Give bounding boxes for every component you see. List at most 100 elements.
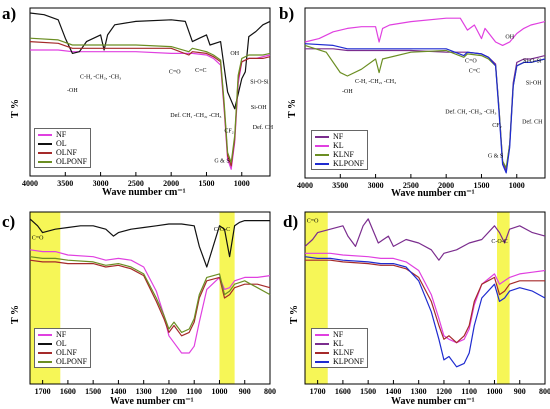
plot-frame xyxy=(29,7,271,177)
legend-item: NF xyxy=(315,132,364,141)
plot-frame xyxy=(304,7,546,179)
annotation-label: -OH xyxy=(67,88,78,94)
x-tick-label: 1300 xyxy=(136,387,152,396)
legend-swatch xyxy=(38,360,52,363)
legend-item: OLPONF xyxy=(38,157,87,166)
legend-swatch xyxy=(38,142,52,145)
x-tick-label: 1000 xyxy=(234,179,250,188)
x-tick-label: 1400 xyxy=(385,387,401,396)
legend-item: KLPONF xyxy=(315,357,364,366)
annotation-label: Si-O-Si xyxy=(523,58,542,64)
series-line-nf xyxy=(305,252,546,344)
x-tick-label: 1200 xyxy=(161,387,177,396)
x-tick-label: 3000 xyxy=(368,181,384,190)
x-tick-label: 1000 xyxy=(211,387,227,396)
series-line-klponf xyxy=(304,43,546,174)
legend-swatch xyxy=(315,351,329,354)
x-tick-label: 1500 xyxy=(473,181,489,190)
legend-swatch xyxy=(315,360,329,363)
x-tick-label: 1500 xyxy=(85,387,101,396)
legend-swatch xyxy=(38,151,52,154)
x-axis-label: Wave number cm⁻¹ xyxy=(102,187,186,198)
legend-swatch xyxy=(315,135,329,138)
panel-c: c) T % 1700 1600 1500 1400 1300 1200 1100 1000 9… xyxy=(0,204,276,409)
legend-label: KLPONF xyxy=(333,357,365,366)
legend-label: OLNF xyxy=(56,348,77,357)
series-line-klponf xyxy=(304,256,546,368)
annotation-label: Def. CH xyxy=(253,124,274,131)
annotation-label: C-O-C xyxy=(214,227,230,233)
legend-item: NF xyxy=(38,330,87,339)
x-tick-label: 1000 xyxy=(509,181,525,190)
highlight-band xyxy=(497,212,510,384)
annotation-label: G & S xyxy=(488,154,503,160)
panel-a: a) T % 4000 3500 3000 2500 2000 1500 1000 -OH C-… xyxy=(0,0,275,200)
legend-swatch xyxy=(315,333,329,336)
x-tick-label: 3500 xyxy=(57,179,73,188)
series-line-klnf xyxy=(305,259,545,344)
legend-item: OLNF xyxy=(38,348,87,357)
x-tick-label: 4000 xyxy=(297,181,313,190)
legend-swatch xyxy=(315,153,329,156)
annotation-label: C-O-C xyxy=(491,239,507,245)
x-tick-label: 2500 xyxy=(128,179,144,188)
x-tick-label: 2500 xyxy=(403,181,419,190)
legend-item: NF xyxy=(315,330,364,339)
annotation-label: -OH xyxy=(342,89,353,95)
annotation-label: OH xyxy=(505,35,514,41)
annotation-label: C=C xyxy=(469,69,480,75)
legend-swatch xyxy=(315,144,329,147)
annotation-label: Def. CH xyxy=(522,119,543,126)
legend-label: KLPONF xyxy=(333,159,365,168)
series-line-nf xyxy=(29,249,271,354)
chart-svg: 1700 1600 1500 1400 1300 1200 1100 1000 900 800 C=… xyxy=(304,211,550,396)
x-tick-label: 900 xyxy=(239,387,251,396)
series-line-olponf xyxy=(29,256,271,333)
annotation-label: CF₂ xyxy=(492,123,501,129)
legend-label: OLPONF xyxy=(56,357,88,366)
series-line-olponf xyxy=(29,37,271,164)
series-line-ol xyxy=(29,218,270,268)
legend: NF KL KLNF KLPONF xyxy=(311,130,369,170)
chart-svg: 4000 3500 3000 2500 2000 1500 1000-OHC-H, -CH₂… xyxy=(297,7,546,190)
x-tick-label: 2000 xyxy=(163,179,179,188)
x-tick-label: 1300 xyxy=(411,387,427,396)
legend-swatch xyxy=(315,342,329,345)
x-tick-label: 800 xyxy=(264,387,276,396)
annotation-label: C-H, -CH₂, -CH₃ xyxy=(355,79,396,85)
legend-label: KL xyxy=(333,141,344,150)
x-axis-label: Wave number cm⁻¹ xyxy=(110,396,194,407)
x-tick-label: 1600 xyxy=(60,387,76,396)
legend-label: KLNF xyxy=(333,348,354,357)
x-tick-label: 1000 xyxy=(486,387,502,396)
legend-swatch xyxy=(38,133,52,136)
panel-label: a) xyxy=(2,4,17,23)
legend: NF OL OLNF OLPONF xyxy=(34,128,92,168)
annotation-label: Si-OH xyxy=(251,105,267,111)
chart-svg: 4000 3500 3000 2500 2000 1500 1000-OHC-H, -CH₂… xyxy=(22,7,274,188)
x-axis-label: Wave number cm⁻¹ xyxy=(391,188,475,199)
series-line-kl xyxy=(304,218,546,261)
panel-b: b) T % 4000 3500 3000 2500 2000 1500 1000 -OH C-… xyxy=(275,0,550,200)
annotation-label: Si-OH xyxy=(526,81,542,87)
legend-label: OLPONF xyxy=(56,157,88,166)
x-tick-label: 800 xyxy=(539,387,550,396)
plot-frame xyxy=(29,211,271,385)
legend-label: OLNF xyxy=(56,148,77,157)
annotation-label: C-H, -CH₂, -CH₃ xyxy=(80,75,121,81)
legend-item: NF xyxy=(38,130,87,139)
panel-label: d) xyxy=(283,212,299,231)
legend: NF OL OLNF OLPONF xyxy=(34,328,92,368)
series-line-ol xyxy=(29,12,271,110)
annotation-label: CF₂ xyxy=(224,128,233,134)
x-tick-label: 1600 xyxy=(335,387,351,396)
legend-label: KLNF xyxy=(333,150,354,159)
x-tick-label: 3000 xyxy=(93,179,109,188)
annotation-label: Def. CH, -CH₂, -CH₃ xyxy=(170,112,221,119)
x-tick-label: 1400 xyxy=(110,387,126,396)
annotation-label: C=O xyxy=(32,236,44,242)
highlight-band xyxy=(219,212,235,384)
x-axis-label: Wave number cm⁻¹ xyxy=(391,396,475,407)
legend-item: KL xyxy=(315,141,364,150)
annotation-label: C=O xyxy=(307,218,319,224)
